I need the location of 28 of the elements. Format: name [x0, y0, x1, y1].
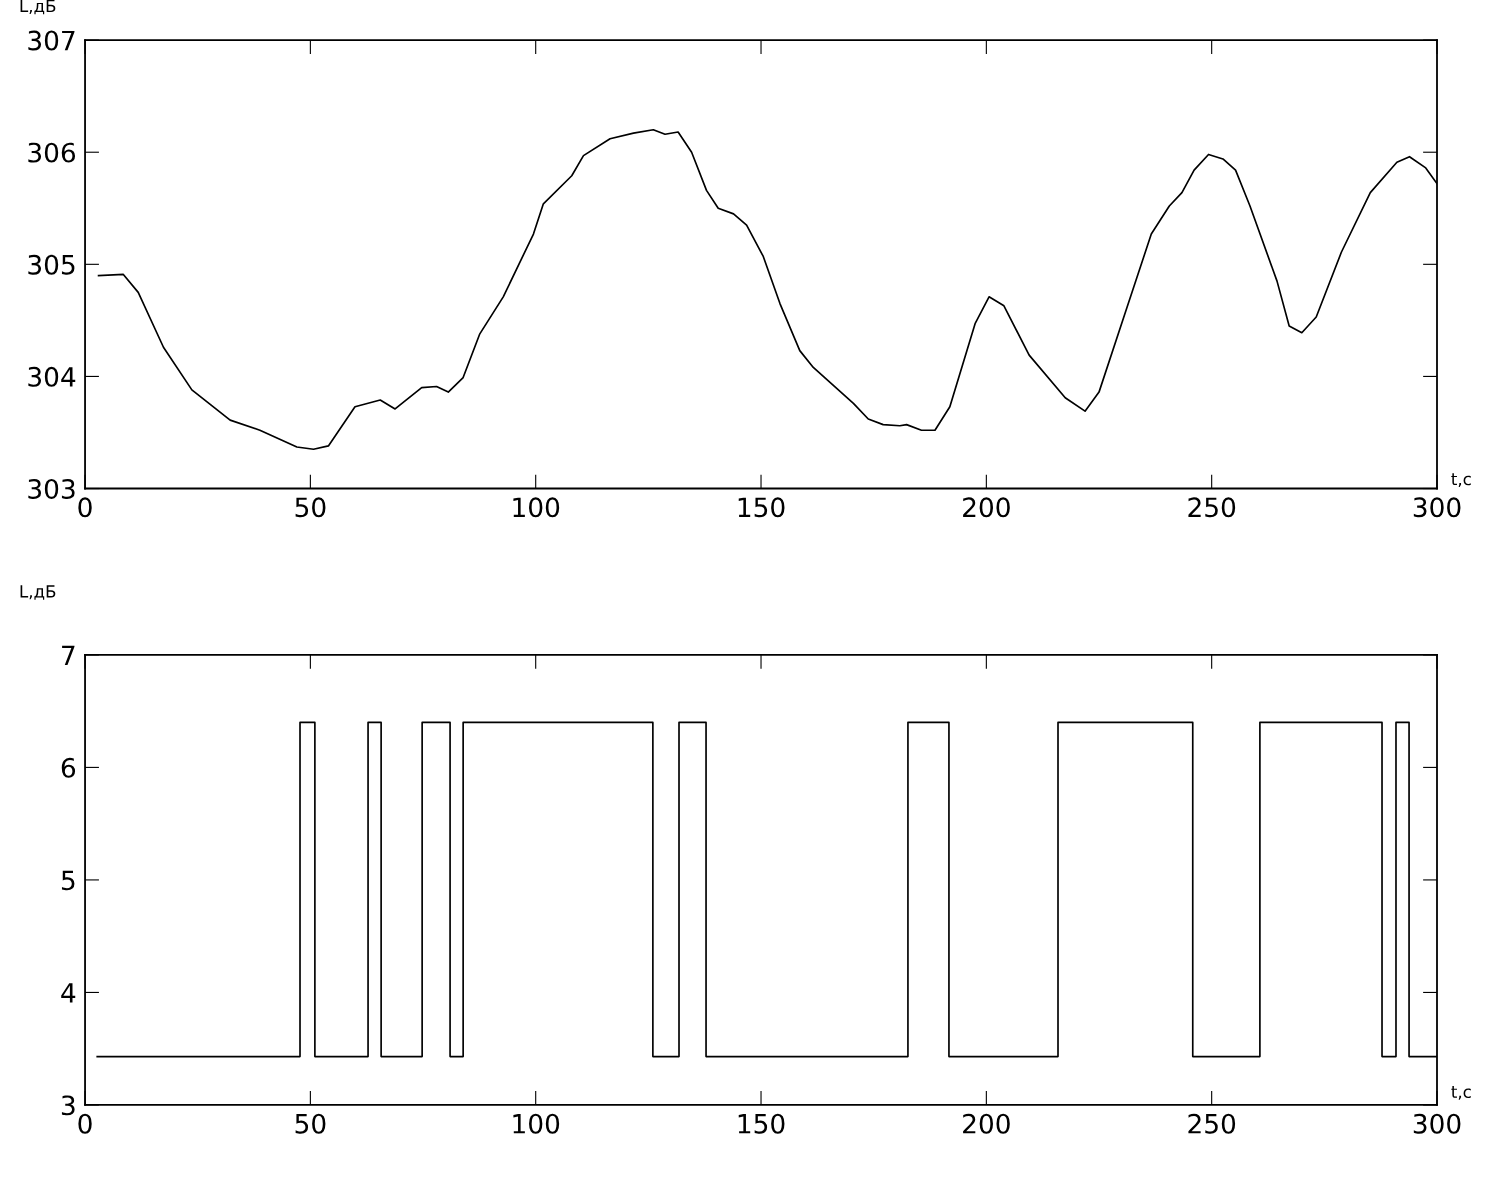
y-tick-label: 307: [28, 30, 75, 51]
y-tick-label: 305: [28, 254, 75, 275]
y-axis-title: L,дБ: [20, 585, 56, 600]
x-tick-label: 200: [963, 1113, 1010, 1134]
y-tick-label: 6: [61, 757, 76, 778]
x-tick-label: 0: [78, 1113, 92, 1134]
x-tick-label: 300: [1413, 1113, 1461, 1134]
y-tick-label: 7: [62, 645, 75, 665]
y-tick-label: 3: [61, 1095, 75, 1116]
x-tick-label: 0: [78, 497, 92, 518]
x-axis-title: t,c: [1451, 1086, 1471, 1100]
y-tick-label: 5: [61, 870, 75, 891]
x-tick-label: 50: [295, 1113, 326, 1134]
x-tick-label: 200: [963, 497, 1010, 518]
y-tick-label: 306: [28, 142, 76, 163]
x-tick-label: 150: [738, 1113, 785, 1134]
x-tick-label: 100: [513, 1113, 560, 1134]
x-tick-label: 50: [295, 497, 326, 518]
y-tick-label: 303: [28, 478, 75, 499]
y-axis-title: L,дБ: [20, 0, 56, 15]
y-tick-label: 4: [61, 983, 76, 1003]
x-tick-label: 150: [738, 497, 785, 518]
x-tick-label: 250: [1188, 1113, 1236, 1134]
x-tick-label: 250: [1188, 497, 1236, 518]
x-axis-title: t,c: [1451, 473, 1471, 487]
x-tick-label: 100: [513, 497, 560, 518]
x-tick-label: 300: [1413, 497, 1461, 518]
y-tick-label: 304: [28, 366, 76, 387]
